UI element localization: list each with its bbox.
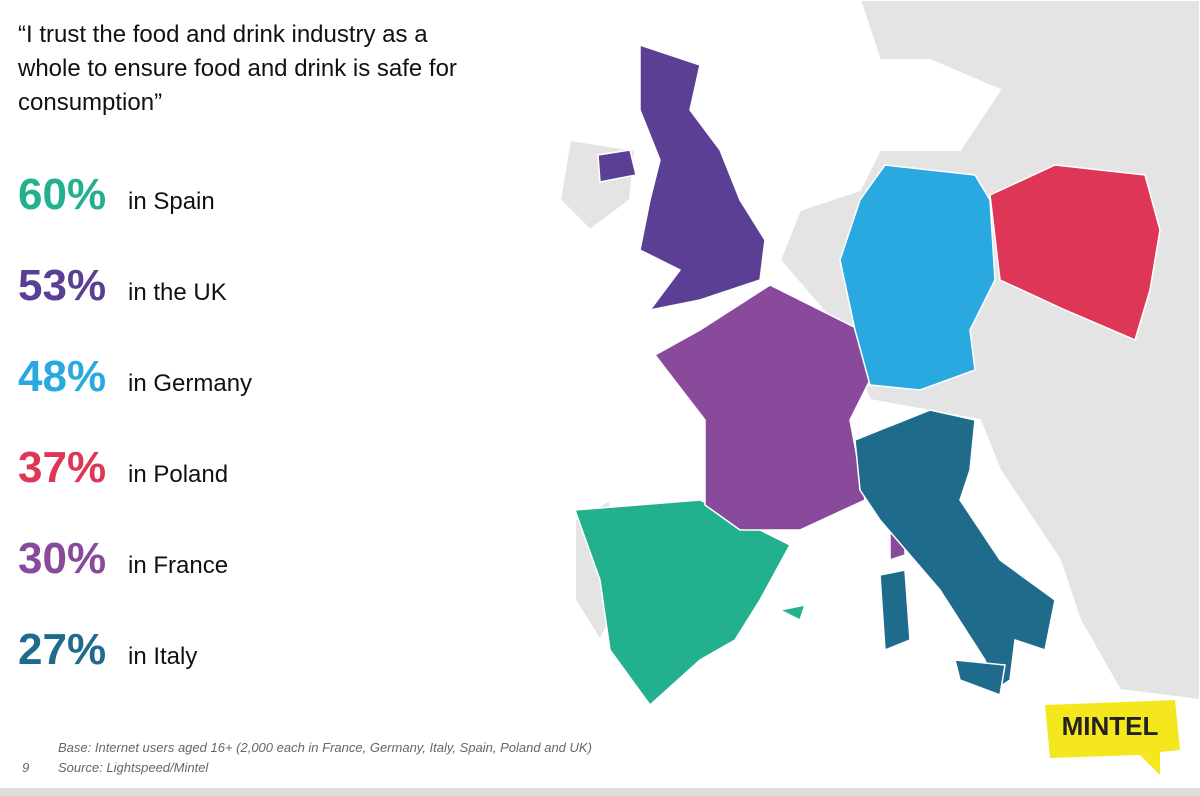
stat-row: 53% in the UK	[18, 261, 227, 311]
sicily	[954, 659, 1006, 697]
stat-label: in Poland	[128, 461, 229, 488]
uk	[639, 43, 766, 312]
countries	[573, 43, 1161, 707]
northern-ireland	[597, 149, 637, 183]
italy	[854, 409, 1056, 692]
stat-row: 60% in Spain	[18, 170, 215, 220]
stat-label: in France	[128, 552, 229, 579]
stat-value: 60%	[18, 170, 107, 219]
stat-label: in Germany	[128, 370, 253, 397]
source-note: Source: Lightspeed/Mintel	[58, 760, 209, 775]
germany	[839, 164, 996, 391]
poland	[989, 164, 1161, 342]
page-number: 9	[22, 760, 30, 775]
stat-label: in Spain	[128, 188, 215, 215]
stat-value: 37%	[18, 443, 107, 492]
logo-shape	[1045, 700, 1180, 775]
bottom-bar	[0, 788, 1200, 796]
stat-value: 30%	[18, 534, 107, 583]
stat-label: in Italy	[128, 643, 198, 670]
title: “I trust the food and drink industry as …	[18, 21, 457, 116]
stat-label: in the UK	[128, 279, 227, 306]
logo-text: MINTEL	[1062, 711, 1159, 741]
stat-row: 30% in France	[18, 534, 228, 584]
stat-row: 27% in Italy	[18, 625, 197, 675]
sardinia	[879, 569, 911, 652]
stat-value: 27%	[18, 625, 107, 674]
stat-row: 37% in Poland	[18, 443, 228, 493]
base-note: Base: Internet users aged 16+ (2,000 eac…	[58, 740, 592, 755]
stat-row: 48% in Germany	[18, 352, 252, 402]
logo: MINTEL	[1045, 700, 1180, 775]
stat-value: 48%	[18, 352, 107, 401]
stat-value: 53%	[18, 261, 107, 310]
balearics	[777, 604, 807, 622]
